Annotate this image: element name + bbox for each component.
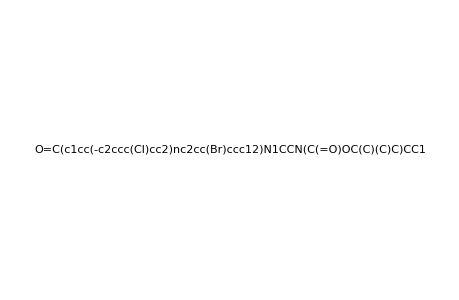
Text: O=C(c1cc(-c2ccc(Cl)cc2)nc2cc(Br)ccc12)N1CCN(C(=O)OC(C)(C)C)CC1: O=C(c1cc(-c2ccc(Cl)cc2)nc2cc(Br)ccc12)N1… — [34, 145, 425, 155]
